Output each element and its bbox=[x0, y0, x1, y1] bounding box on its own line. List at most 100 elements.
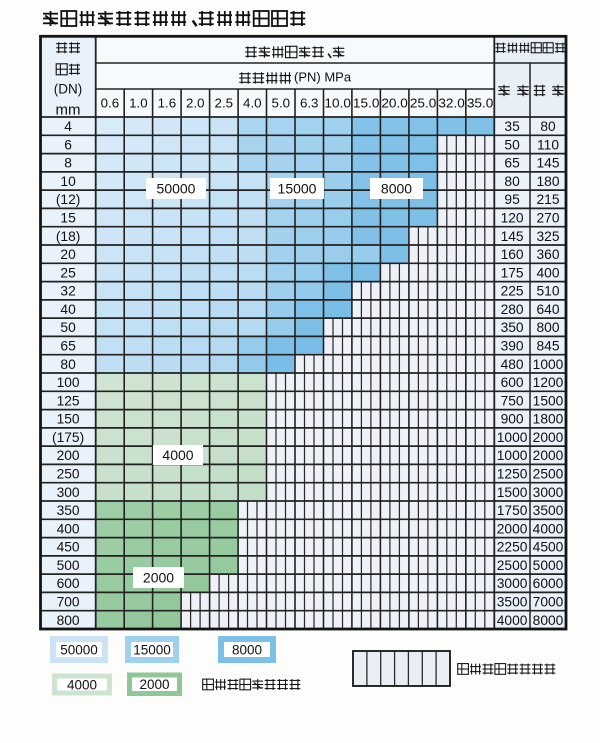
svg-text:1.0: 1.0 bbox=[129, 96, 148, 111]
svg-text:1000: 1000 bbox=[497, 448, 528, 463]
svg-text:65: 65 bbox=[504, 156, 520, 171]
svg-text:15.0: 15.0 bbox=[353, 96, 380, 111]
svg-text:400: 400 bbox=[57, 521, 80, 536]
svg-text:175: 175 bbox=[501, 265, 524, 280]
svg-text:6: 6 bbox=[64, 137, 72, 152]
svg-text:2250: 2250 bbox=[497, 540, 528, 555]
svg-text:8000: 8000 bbox=[533, 613, 564, 628]
svg-text:3500: 3500 bbox=[533, 503, 564, 518]
svg-text:6000: 6000 bbox=[533, 576, 564, 591]
svg-text:4000: 4000 bbox=[497, 613, 528, 628]
svg-text:2.0: 2.0 bbox=[186, 96, 205, 111]
svg-text:8000: 8000 bbox=[232, 642, 262, 657]
svg-text:50: 50 bbox=[504, 137, 520, 152]
svg-text:80: 80 bbox=[60, 357, 76, 372]
svg-text:2500: 2500 bbox=[497, 558, 528, 573]
svg-text:845: 845 bbox=[536, 339, 559, 354]
svg-text:15: 15 bbox=[60, 211, 76, 226]
svg-text:80: 80 bbox=[504, 174, 520, 189]
svg-text:2000: 2000 bbox=[497, 521, 528, 536]
svg-text:6.3: 6.3 bbox=[300, 96, 319, 111]
svg-text:35: 35 bbox=[504, 119, 520, 134]
svg-text:15000: 15000 bbox=[133, 642, 171, 657]
svg-text:390: 390 bbox=[501, 339, 524, 354]
svg-text:32.0: 32.0 bbox=[438, 96, 465, 111]
svg-text:32: 32 bbox=[60, 284, 75, 299]
svg-text:1200: 1200 bbox=[533, 375, 564, 390]
svg-text:20: 20 bbox=[60, 247, 76, 262]
svg-text:280: 280 bbox=[501, 302, 524, 317]
svg-text:1000: 1000 bbox=[533, 357, 564, 372]
svg-text:(DN): (DN) bbox=[54, 82, 83, 97]
svg-text:1250: 1250 bbox=[497, 467, 528, 482]
svg-text:125: 125 bbox=[57, 393, 80, 408]
svg-text:200: 200 bbox=[57, 448, 80, 463]
svg-text:3000: 3000 bbox=[497, 576, 528, 591]
svg-text:1800: 1800 bbox=[533, 412, 564, 427]
svg-text:7000: 7000 bbox=[533, 595, 564, 610]
svg-text:4: 4 bbox=[64, 119, 72, 134]
svg-text:4.0: 4.0 bbox=[243, 96, 262, 111]
svg-text:2500: 2500 bbox=[533, 467, 564, 482]
svg-text:1750: 1750 bbox=[497, 503, 528, 518]
svg-text:160: 160 bbox=[501, 247, 524, 262]
svg-text:350: 350 bbox=[501, 320, 524, 335]
svg-text:100: 100 bbox=[57, 375, 80, 390]
svg-text:mm: mm bbox=[56, 102, 81, 119]
svg-text:480: 480 bbox=[501, 357, 524, 372]
svg-text:1500: 1500 bbox=[533, 393, 564, 408]
svg-text:400: 400 bbox=[536, 265, 559, 280]
svg-text:1500: 1500 bbox=[497, 485, 528, 500]
svg-text:750: 750 bbox=[501, 393, 524, 408]
svg-text:25: 25 bbox=[60, 265, 76, 280]
svg-text:180: 180 bbox=[536, 174, 559, 189]
svg-text:80: 80 bbox=[540, 119, 556, 134]
svg-text:800: 800 bbox=[536, 320, 559, 335]
svg-text:2000: 2000 bbox=[139, 677, 169, 692]
svg-text:215: 215 bbox=[536, 192, 559, 207]
svg-text:(175): (175) bbox=[52, 430, 84, 445]
svg-text:(PN) MPa: (PN) MPa bbox=[294, 70, 352, 85]
svg-text:150: 150 bbox=[57, 412, 80, 427]
svg-text:50: 50 bbox=[60, 320, 76, 335]
svg-text:600: 600 bbox=[501, 375, 524, 390]
svg-text:120: 120 bbox=[501, 211, 524, 226]
svg-text:50000: 50000 bbox=[60, 642, 98, 657]
svg-text:600: 600 bbox=[57, 576, 80, 591]
svg-text:510: 510 bbox=[536, 284, 559, 299]
svg-text:270: 270 bbox=[536, 211, 559, 226]
svg-text:8000: 8000 bbox=[381, 180, 412, 196]
svg-text:35.0: 35.0 bbox=[467, 96, 494, 111]
svg-text:5.0: 5.0 bbox=[272, 96, 291, 111]
svg-text:4000: 4000 bbox=[533, 521, 564, 536]
svg-text:350: 350 bbox=[57, 503, 80, 518]
svg-text:65: 65 bbox=[60, 339, 76, 354]
svg-text:4000: 4000 bbox=[67, 677, 97, 692]
svg-text:0.6: 0.6 bbox=[101, 96, 120, 111]
svg-text:1000: 1000 bbox=[497, 430, 528, 445]
svg-text:2.5: 2.5 bbox=[215, 96, 234, 111]
svg-text:2000: 2000 bbox=[533, 448, 564, 463]
svg-text:3000: 3000 bbox=[533, 485, 564, 500]
svg-text:450: 450 bbox=[57, 540, 80, 555]
svg-text:(12): (12) bbox=[56, 192, 81, 207]
svg-text:145: 145 bbox=[501, 229, 524, 244]
svg-text:800: 800 bbox=[57, 613, 80, 628]
svg-text:110: 110 bbox=[537, 137, 559, 152]
svg-text:700: 700 bbox=[57, 595, 80, 610]
svg-text:95: 95 bbox=[504, 192, 520, 207]
svg-text:2000: 2000 bbox=[143, 569, 174, 585]
svg-text:15000: 15000 bbox=[278, 180, 317, 196]
svg-text:8: 8 bbox=[64, 156, 72, 171]
svg-text:40: 40 bbox=[60, 302, 76, 317]
svg-text:640: 640 bbox=[536, 302, 559, 317]
svg-text:4500: 4500 bbox=[533, 540, 564, 555]
svg-text:10.0: 10.0 bbox=[324, 96, 351, 111]
svg-text:2000: 2000 bbox=[533, 430, 564, 445]
svg-text:50000: 50000 bbox=[157, 180, 196, 196]
svg-text:250: 250 bbox=[57, 467, 80, 482]
svg-text:145: 145 bbox=[536, 156, 559, 171]
svg-text:5000: 5000 bbox=[533, 558, 564, 573]
svg-text:325: 325 bbox=[536, 229, 559, 244]
svg-text:20.0: 20.0 bbox=[381, 96, 408, 111]
